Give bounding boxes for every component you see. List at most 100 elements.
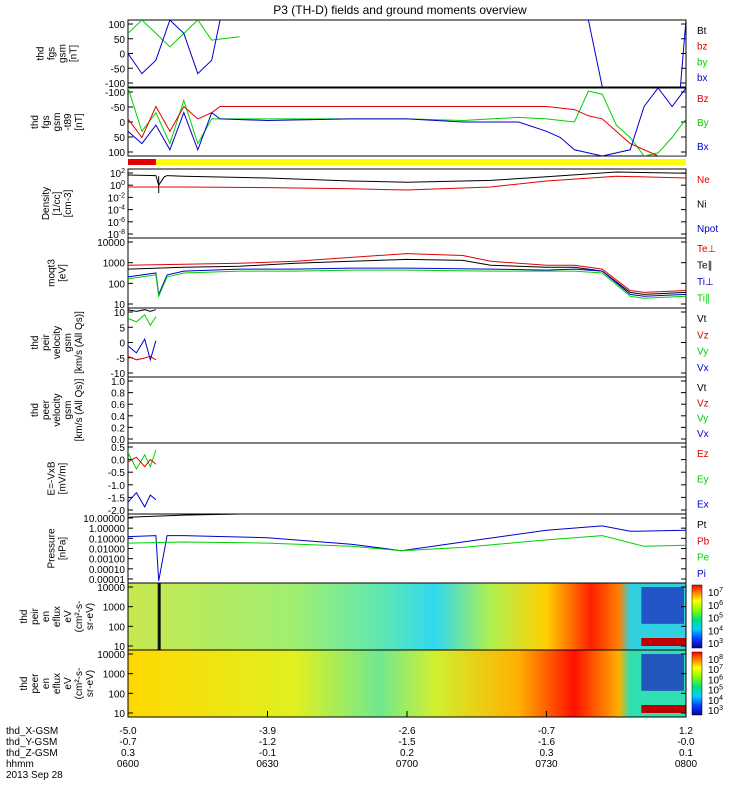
legend-entry: Bt: [697, 26, 707, 37]
ylabel-line: eflux: [52, 673, 63, 694]
panel-frame: [127, 87, 687, 157]
ytick-label: 10000: [97, 583, 125, 594]
ylabel-line: peir: [30, 607, 41, 624]
panel-7: E=-VxB [mV/m] 0.5 0.0-0.5 -1.0-1.5 -2.0 Ez Ey Ex: [47, 442, 709, 517]
panel-4-ylabel: moqt3 [eV]: [47, 259, 69, 287]
xtick-label: 0600: [117, 759, 140, 770]
ytick-label: 0.0: [111, 456, 125, 467]
series-line-Ni: [128, 171, 686, 187]
series-line-Ne: [128, 175, 686, 191]
ytick-label: 5: [119, 323, 125, 334]
ytick-label: 10: [114, 642, 126, 653]
ylabel-line: fgs: [41, 115, 52, 128]
ylabel-line: eV: [63, 677, 74, 690]
cold-band: [641, 638, 686, 646]
panel-frame: [127, 376, 687, 444]
legend-entry: Te⊥: [697, 244, 716, 255]
ytick-label: 10-2: [108, 192, 125, 204]
ylabel-line: velocity: [52, 393, 63, 426]
ytick-label: 10: [114, 308, 126, 319]
series-line-Ti∥: [128, 269, 686, 299]
panel-1: thd fgs gsm [nT] 100 50 0 -50 -100 Bt bz by bx: [36, 19, 708, 90]
footer-row-label: thd_Y-GSM: [6, 737, 57, 748]
ylabel-line: E=-VxB: [47, 461, 58, 496]
ytick-label: 100: [110, 180, 125, 192]
legend-entry: Vy: [697, 414, 708, 425]
series-line-Pi: [128, 525, 686, 581]
legend-entry: by: [697, 57, 708, 68]
ylabel-line: [cm-3]: [63, 189, 74, 217]
xtick-label: -1.5: [398, 737, 416, 748]
footer: -5.0 -3.9 -2.6 -0.7 1.2-0.7 -1.2 -1.5 -1.6 -0.00…: [6, 711, 698, 781]
panel-8: Pressure [nPa] 10.000001.000000.100000.010…: [47, 513, 710, 586]
panel-frame: [127, 307, 687, 378]
xtick-label: 0700: [396, 759, 419, 770]
panel-2: thd fgs gsm -t89 [nT] -100 -50 0 50 100 Bz By Bx: [30, 87, 709, 159]
ytick-label: 0.00010: [89, 565, 126, 576]
ytick-label: -50: [111, 103, 126, 114]
ytick-label: -5: [116, 354, 125, 365]
xtick-label: -1.6: [538, 737, 556, 748]
ytick-label: 10000: [97, 650, 125, 661]
legend-entry: Ne: [697, 175, 710, 186]
legend-entry: Ex: [697, 500, 709, 511]
legend-entry: Ey: [697, 474, 709, 485]
ylabel-line: thd: [19, 610, 30, 624]
panel-4: moqt3 [eV] 10000 1000 100 10 Te⊥ Te∥ Ti⊥ Ti∥: [47, 237, 716, 311]
series-line-Vx: [128, 337, 157, 362]
colorbar: [691, 584, 703, 649]
panel-3-ylabel: Density [1/cc] [cm-3]: [41, 187, 74, 220]
ylabel-line: [nT]: [69, 45, 80, 62]
xtick-label: 0.3: [540, 748, 554, 759]
series-line-Pt: [128, 514, 240, 518]
ylabel-line: en: [41, 611, 52, 622]
colorbar-tick: 106: [708, 600, 723, 612]
ytick-label: 100: [108, 689, 125, 700]
panel-3: Density [1/cc] [cm-3] 10210010-210-410-610-…: [41, 168, 718, 241]
legend-entry: Pe: [697, 553, 710, 564]
xtick-label: -0.7: [119, 737, 137, 748]
colorbar-tick: 104: [708, 625, 723, 637]
series-line-Pe: [128, 535, 686, 552]
series-line-Vz: [128, 355, 157, 361]
ytick-label: -1.5: [108, 493, 126, 504]
panel-frame: [127, 19, 687, 88]
xtick-label: 0.3: [121, 748, 135, 759]
ylabel-line: [km/s (All Qs)]: [74, 378, 85, 441]
colorbar-tick: 106: [708, 674, 723, 686]
status-bar-yellow: [128, 159, 686, 165]
ytick-label: 1.00000: [89, 524, 126, 535]
ylabel-line: gsm: [63, 333, 74, 352]
xtick-label: -5.0: [119, 726, 137, 737]
ylabel-line: (cm²-s-: [74, 668, 85, 700]
ytick-label: 0.10000: [89, 534, 126, 545]
legend-entry: Ti∥: [697, 294, 710, 305]
xtick-label: -1.2: [259, 737, 277, 748]
legend-entry: Ni: [697, 199, 706, 210]
ylabel-line: thd: [36, 47, 47, 61]
ytick-label: -50: [111, 64, 126, 75]
legend-entry: Npot: [697, 224, 718, 235]
colorbar: [691, 651, 703, 716]
legend-entry: Pt: [697, 520, 707, 531]
ylabel-line: eV: [63, 610, 74, 623]
ytick-label: 100: [108, 279, 125, 290]
low-flux-block: [641, 654, 684, 691]
series-line-Vy: [128, 314, 157, 327]
panel-1-ylabel: thd fgs gsm [nT]: [36, 44, 80, 63]
xtick-label: -2.6: [398, 726, 416, 737]
ytick-label: -100: [105, 79, 125, 90]
ytick-label: -100: [105, 88, 125, 99]
footer-row-label: thd_X-GSM: [6, 726, 58, 737]
ytick-label: -10: [111, 369, 126, 380]
ytick-label: 0.00001: [89, 575, 126, 586]
ytick-label: 1000: [103, 603, 126, 614]
series-line-Te⊥: [128, 253, 686, 293]
ylabel-line: peer: [30, 673, 41, 694]
spectrogram: [128, 650, 686, 717]
ytick-label: 10-6: [108, 217, 125, 229]
ytick-label: 100: [108, 622, 125, 633]
ytick-label: 10.00000: [83, 514, 125, 525]
ytick-label: 10-8: [108, 229, 125, 241]
panel-6: thd peer velocity gsm [km/s (All Qs)] 1.00.80…: [30, 376, 709, 446]
